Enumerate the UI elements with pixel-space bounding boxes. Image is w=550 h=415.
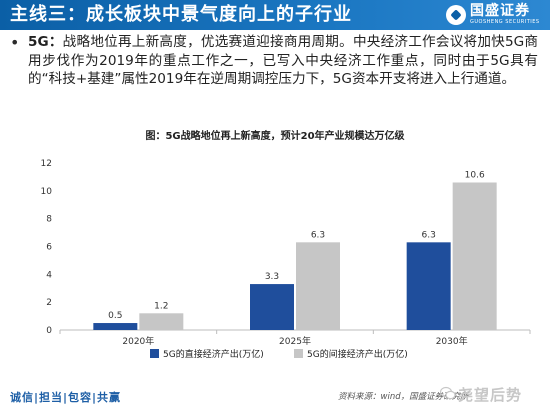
bar bbox=[296, 242, 340, 330]
y-tick-label: 2 bbox=[46, 298, 52, 308]
data-label: 6.3 bbox=[311, 230, 325, 240]
bar bbox=[452, 182, 497, 330]
bar bbox=[139, 313, 184, 330]
y-tick-label: 8 bbox=[46, 215, 52, 225]
x-tick-label: 2030年 bbox=[436, 335, 468, 347]
header-banner: 主线三：成长板块中景气度向上的子行业 国盛证券 GUOSHENG SECURIT… bbox=[0, 0, 550, 30]
legend-swatch bbox=[150, 349, 159, 358]
paragraph-text: 战略地位再上新高度，优选赛道迎接商用周期。中央经济工作会议将加快5G商用步伐作为… bbox=[28, 34, 538, 87]
chart-caption: 图：5G战略地位再上新高度，预计20年产业规模达万亿级 bbox=[145, 131, 405, 142]
wechat-icon bbox=[440, 386, 456, 400]
footer-motto: 诚信|担当|包容|共赢 bbox=[10, 391, 122, 404]
logo-mark-icon bbox=[446, 5, 466, 25]
company-logo: 国盛证券 GUOSHENG SECURITIES bbox=[446, 3, 546, 27]
legend-label: 5G的直接经济产出(万亿) bbox=[163, 348, 264, 360]
logo-name: 国盛证券 bbox=[470, 3, 530, 19]
data-label: 10.6 bbox=[465, 170, 485, 180]
legend-swatch bbox=[294, 349, 303, 358]
y-tick-label: 4 bbox=[46, 270, 52, 280]
data-label: 0.5 bbox=[108, 311, 122, 321]
y-tick-label: 6 bbox=[46, 243, 52, 253]
bullet-icon: • bbox=[10, 33, 20, 52]
y-tick-label: 0 bbox=[46, 326, 52, 336]
y-tick-label: 10 bbox=[41, 187, 53, 197]
data-label: 6.3 bbox=[422, 230, 436, 240]
paragraph-lead: 5G： bbox=[28, 34, 63, 50]
bar bbox=[93, 323, 138, 330]
x-tick-label: 2025年 bbox=[279, 335, 311, 347]
watermark: 尧望后势 bbox=[458, 386, 523, 404]
y-tick-label: 12 bbox=[41, 159, 52, 169]
bar bbox=[250, 284, 294, 330]
bar bbox=[406, 242, 451, 330]
data-label: 3.3 bbox=[265, 272, 279, 282]
x-tick-label: 2020年 bbox=[122, 335, 154, 347]
body-paragraph: 5G：战略地位再上新高度，优选赛道迎接商用周期。中央经济工作会议将加快5G商用步… bbox=[28, 33, 538, 89]
legend-label: 5G的间接经济产出(万亿) bbox=[307, 348, 408, 360]
data-label: 1.2 bbox=[154, 301, 168, 311]
page-title: 主线三：成长板块中景气度向上的子行业 bbox=[10, 4, 352, 25]
footer-source: 资料来源：wind，国盛证券研究所 bbox=[338, 392, 469, 402]
logo-subtitle: GUOSHENG SECURITIES bbox=[470, 19, 540, 25]
